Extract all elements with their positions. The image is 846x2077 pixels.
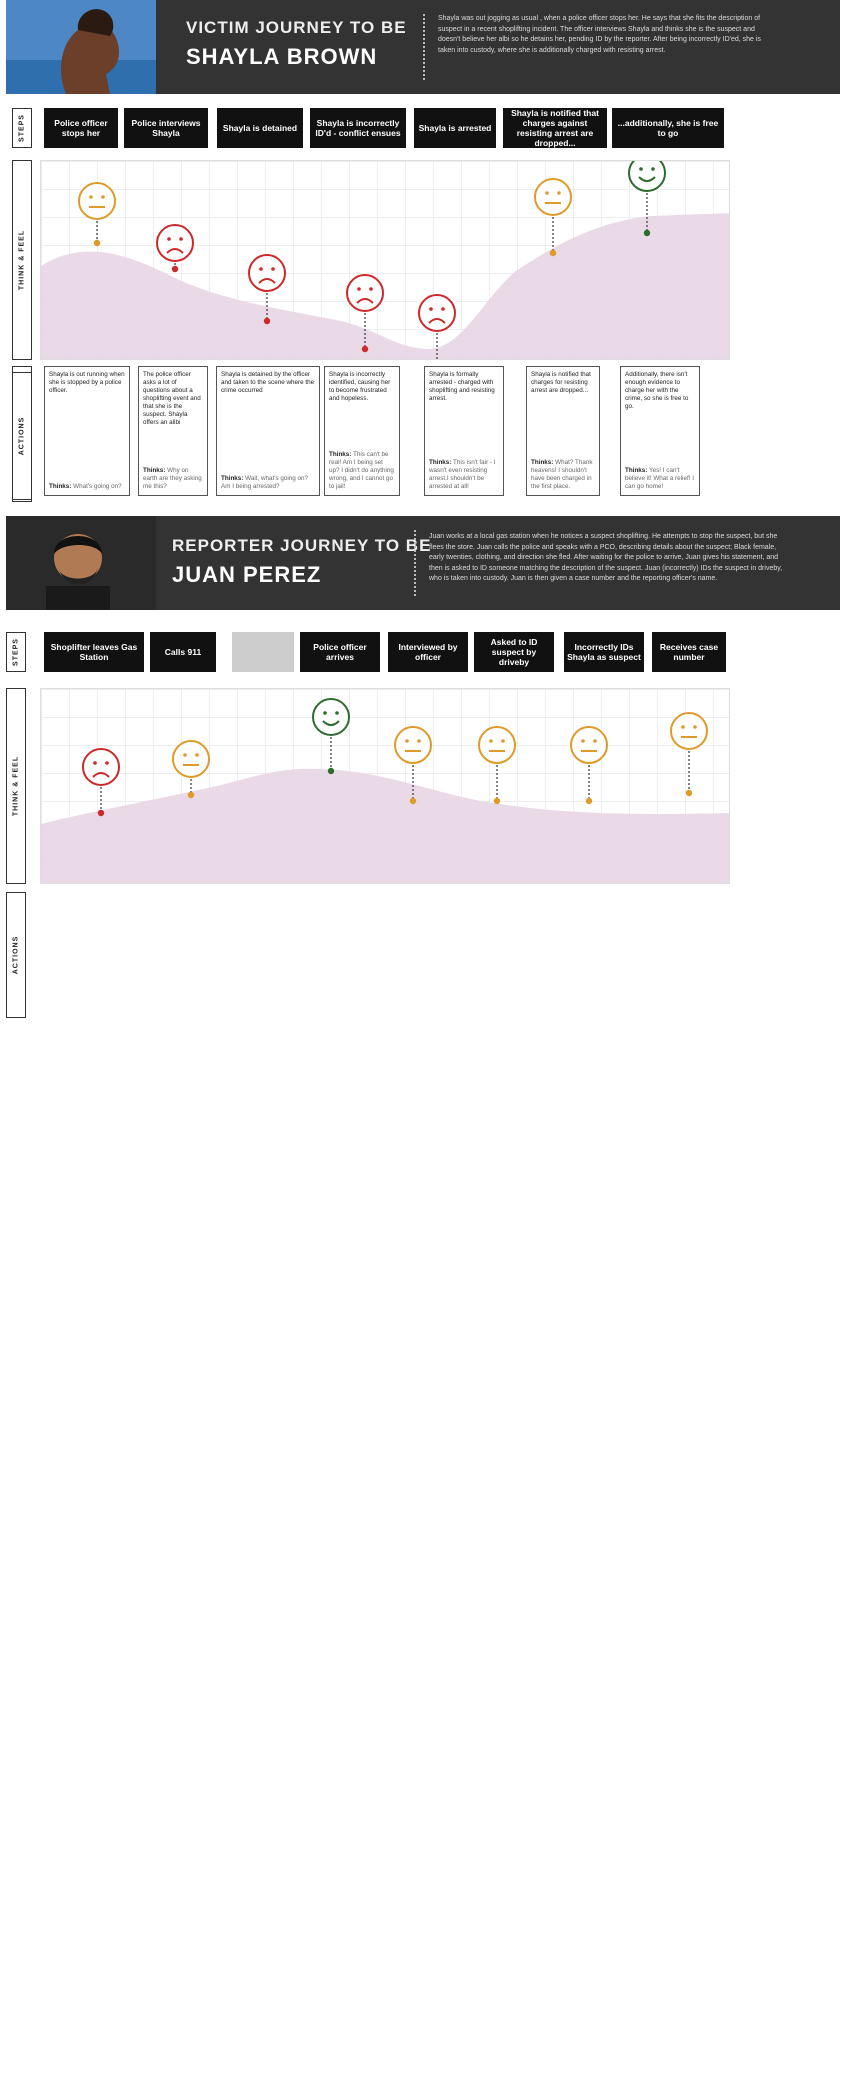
sad-face-icon bbox=[82, 748, 120, 786]
journey-description: Shayla was out jogging as usual , when a… bbox=[438, 15, 761, 54]
happy-face-icon bbox=[628, 161, 666, 192]
step-card: Shayla is notified that charges against … bbox=[503, 108, 607, 148]
sad-face-icon bbox=[346, 274, 384, 312]
action-card: Shayla is incorrectly identified, causin… bbox=[324, 366, 400, 496]
action-think: Thinks: What's going on? bbox=[49, 483, 122, 490]
persona-name: JUAN PEREZ bbox=[172, 562, 322, 587]
happy-face-icon bbox=[312, 698, 350, 736]
persona-photo bbox=[6, 516, 156, 610]
neutral-face-icon bbox=[534, 178, 572, 216]
emotion-curve bbox=[41, 768, 729, 883]
think-feel-label: THINK & FEEL bbox=[12, 160, 32, 360]
neutral-face-icon bbox=[670, 712, 708, 750]
action-card: The police officer asks a lot of questio… bbox=[138, 366, 208, 496]
action-think: Thinks: Why on earth are they asking me … bbox=[143, 467, 202, 490]
think-feel-label: THINK & FEEL bbox=[6, 688, 26, 884]
action-think: Thinks: Wait, what's going on? Am I bein… bbox=[221, 475, 309, 490]
action-text: The police officer asks a lot of questio… bbox=[143, 371, 201, 426]
action-text: Shayla is notified that charges for resi… bbox=[531, 371, 591, 394]
think-feel-chart bbox=[40, 688, 730, 884]
step-card: Asked to ID suspect by driveby bbox=[474, 632, 554, 672]
action-think: Thinks: What? Thank heavens! I shouldn't… bbox=[531, 459, 593, 490]
sad-face-icon bbox=[248, 254, 286, 292]
journey-subtitle: REPORTER JOURNEY TO BE bbox=[172, 536, 432, 555]
journey-header: REPORTER JOURNEY TO BE JUAN PEREZ Juan wor… bbox=[6, 516, 840, 610]
journey-header: VICTIM JOURNEY TO BE SHAYLA BROWN Shayla… bbox=[6, 0, 840, 94]
step-card: Incorrectly IDs Shayla as suspect bbox=[564, 632, 644, 672]
action-think: Thinks: This can't be real! Am I being s… bbox=[329, 451, 394, 490]
think-feel-chart bbox=[40, 160, 730, 360]
step-card: Shoplifter leaves Gas Station bbox=[44, 632, 144, 672]
action-text: Shayla is incorrectly identified, causin… bbox=[329, 371, 391, 402]
emotion-curve bbox=[41, 213, 729, 359]
action-text: Shayla is detained by the officer and ta… bbox=[221, 371, 315, 394]
step-card: Police officer arrives bbox=[300, 632, 380, 672]
journey-shayla: VICTIM JOURNEY TO BE SHAYLA BROWN Shayla… bbox=[6, 0, 840, 378]
step-card: Police interviews Shayla bbox=[124, 108, 208, 148]
divider bbox=[414, 530, 416, 596]
actions-label: ACTIONS bbox=[6, 892, 26, 1018]
step-card: Shayla is detained bbox=[217, 108, 303, 148]
action-card: Additionally, there isn't enough evidenc… bbox=[620, 366, 700, 496]
journey-description: Juan works at a local gas station when h… bbox=[429, 533, 783, 582]
action-think: Thinks: Yes! I can't believe it! What a … bbox=[625, 467, 694, 490]
neutral-face-icon bbox=[394, 726, 432, 764]
action-card: Shayla is notified that charges for resi… bbox=[526, 366, 600, 496]
action-card: Shayla is detained by the officer and ta… bbox=[216, 366, 320, 496]
actions-label: ACTIONS bbox=[12, 372, 32, 500]
sad-face-icon bbox=[156, 224, 194, 262]
neutral-face-icon bbox=[570, 726, 608, 764]
step-card: Calls 911 bbox=[150, 632, 216, 672]
step-spacer bbox=[232, 632, 294, 672]
step-card: Police officer stops her bbox=[44, 108, 118, 148]
step-card: Shayla is arrested bbox=[414, 108, 496, 148]
action-text: Shayla is out running when she is stoppe… bbox=[49, 371, 125, 394]
action-card: Shayla is out running when she is stoppe… bbox=[44, 366, 130, 496]
step-card: Receives case number bbox=[652, 632, 726, 672]
action-card: Shayla is formally arrested - charged wi… bbox=[424, 366, 504, 496]
persona-name: SHAYLA BROWN bbox=[186, 44, 378, 69]
journey-title: REPORTER JOURNEY TO BE JUAN PEREZ bbox=[172, 536, 431, 588]
steps-label: STEPS bbox=[6, 632, 26, 672]
persona-photo bbox=[6, 0, 156, 94]
neutral-face-icon bbox=[78, 182, 116, 220]
action-text: Additionally, there isn't enough evidenc… bbox=[625, 371, 689, 410]
step-card: Shayla is incorrectly ID'd - conflict en… bbox=[310, 108, 406, 148]
action-text: Shayla is formally arrested - charged wi… bbox=[429, 371, 495, 402]
neutral-face-icon bbox=[172, 740, 210, 778]
step-card: Interviewed by officer bbox=[388, 632, 468, 672]
sad-face-icon bbox=[418, 294, 456, 332]
journey-subtitle: VICTIM JOURNEY TO BE bbox=[186, 18, 407, 37]
steps-label: STEPS bbox=[12, 108, 32, 148]
action-think: Thinks: This isn't fair - I wasn't even … bbox=[429, 459, 496, 490]
step-card: ...additionally, she is free to go bbox=[612, 108, 724, 148]
neutral-face-icon bbox=[478, 726, 516, 764]
